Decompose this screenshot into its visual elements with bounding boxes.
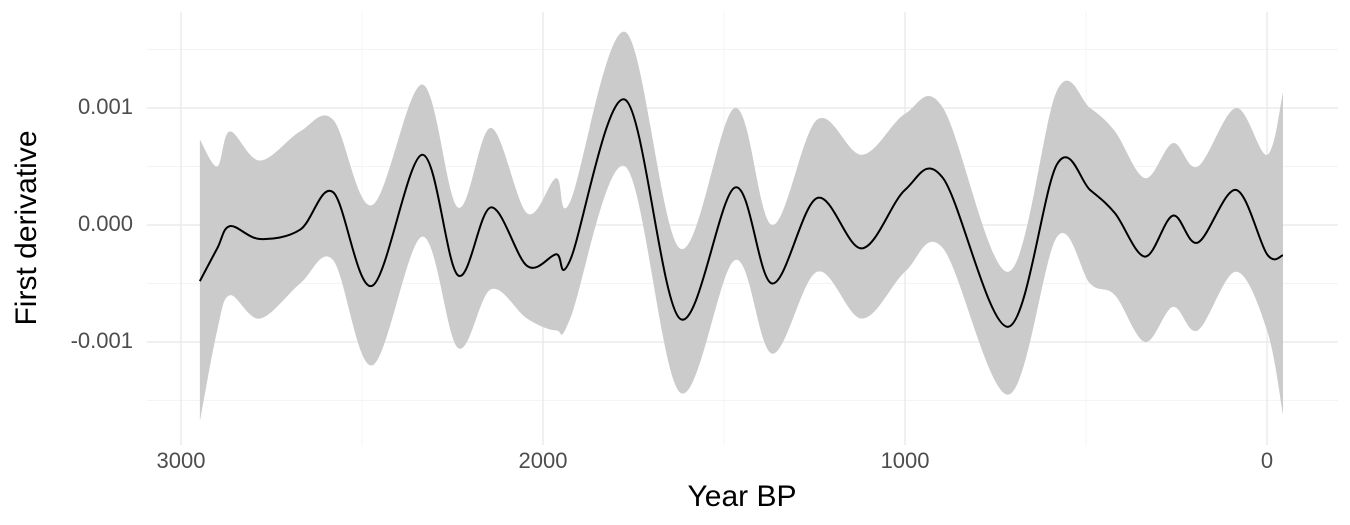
y-tick-label: -0.001 bbox=[71, 328, 133, 353]
plot bbox=[198, 31, 1284, 422]
x-tick-label: 0 bbox=[1261, 448, 1273, 473]
y-tick-label: 0.001 bbox=[78, 94, 133, 119]
y-tick-label: 0.000 bbox=[78, 211, 133, 236]
labels: 3000 2000 1000 0 -0.001 0.000 0.001 bbox=[71, 94, 1274, 473]
x-tick-label: 1000 bbox=[881, 448, 930, 473]
line bbox=[198, 98, 1284, 328]
y-axis-title: First derivative bbox=[10, 130, 43, 325]
x-axis-title: Year BP bbox=[688, 480, 797, 513]
x-tick-label: 2000 bbox=[519, 448, 568, 473]
x-tick-label: 3000 bbox=[157, 448, 206, 473]
